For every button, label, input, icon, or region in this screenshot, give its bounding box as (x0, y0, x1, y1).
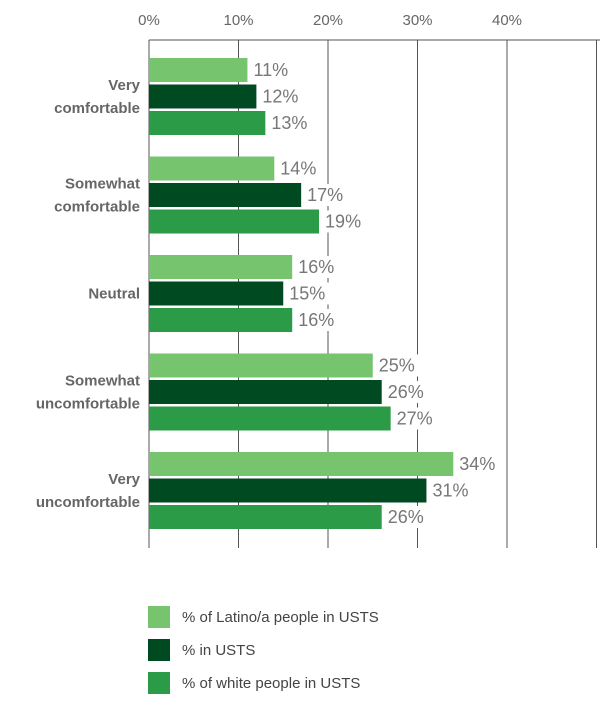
data-label-bg (258, 85, 307, 108)
x-tick-label: 30% (402, 12, 432, 29)
x-tick-label: 20% (313, 12, 343, 29)
category-label: Somewhat (65, 373, 140, 390)
bar (149, 209, 320, 234)
bar (149, 353, 373, 378)
data-label: 34% (459, 454, 495, 474)
bar (149, 183, 302, 207)
data-label-bg (428, 479, 477, 502)
data-label: 25% (379, 356, 415, 376)
legend-item-white: % of white people in USTS (148, 672, 379, 694)
data-label: 16% (298, 257, 334, 277)
x-tick-label: 10% (223, 12, 253, 29)
bar (149, 452, 454, 476)
category-label: comfortable (54, 100, 140, 117)
category-label: uncomfortable (36, 494, 140, 511)
legend-label-usts: % in USTS (182, 641, 256, 659)
legend-label-white: % of white people in USTS (182, 674, 361, 692)
bar (149, 406, 391, 431)
bar (149, 478, 427, 503)
category-label: Somewhat (65, 176, 140, 193)
data-label: 12% (262, 87, 298, 107)
data-label: 17% (307, 185, 343, 205)
category-label: Very (108, 77, 140, 94)
data-label-bg (303, 184, 352, 206)
legend-label-latino: % of Latino/a people in USTS (182, 608, 379, 626)
data-label-bg (374, 354, 423, 377)
category-label: Very (108, 471, 140, 488)
data-label-bg (285, 282, 334, 305)
data-label-bg (392, 407, 441, 430)
bar (149, 380, 382, 404)
legend-item-latino: % of Latino/a people in USTS (148, 606, 379, 628)
category-label: uncomfortable (36, 396, 140, 413)
data-label: 14% (280, 159, 316, 179)
bar (149, 281, 284, 306)
data-label: 26% (388, 507, 424, 527)
bar (149, 156, 275, 181)
data-label: 31% (432, 481, 468, 501)
bar (149, 505, 382, 529)
data-label-bg (383, 506, 432, 528)
bar-chart: 0% 10% 20% 30% 40% 11% 12% 13% Very comfortable 14… (36, 12, 600, 548)
x-tick-label: 40% (492, 12, 522, 29)
data-label-bg (249, 59, 298, 81)
bar (149, 255, 293, 279)
data-label: 26% (388, 382, 424, 402)
bar (149, 58, 248, 82)
data-label-bg (321, 210, 370, 233)
data-label-bg (455, 453, 504, 475)
data-label: 19% (325, 212, 361, 232)
bar (149, 84, 257, 109)
data-label: 16% (298, 310, 334, 330)
bar (149, 308, 293, 332)
legend: % of Latino/a people in USTS % in USTS %… (148, 606, 379, 705)
legend-swatch-latino (148, 606, 170, 628)
data-label-bg (276, 157, 325, 180)
category-label: Neutral (88, 286, 140, 303)
legend-swatch-usts (148, 639, 170, 661)
x-tick-label: 0% (138, 12, 160, 29)
data-label: 15% (289, 284, 325, 304)
bar (149, 111, 266, 135)
data-label-bg (294, 256, 343, 278)
category-label: comfortable (54, 199, 140, 216)
data-label: 11% (253, 60, 288, 80)
data-label-bg (267, 112, 316, 134)
data-label: 27% (397, 409, 433, 429)
legend-swatch-white (148, 672, 170, 694)
data-label: 13% (271, 113, 307, 133)
data-label-bg (383, 381, 432, 403)
data-label-bg (294, 309, 343, 331)
legend-item-usts: % in USTS (148, 639, 379, 661)
